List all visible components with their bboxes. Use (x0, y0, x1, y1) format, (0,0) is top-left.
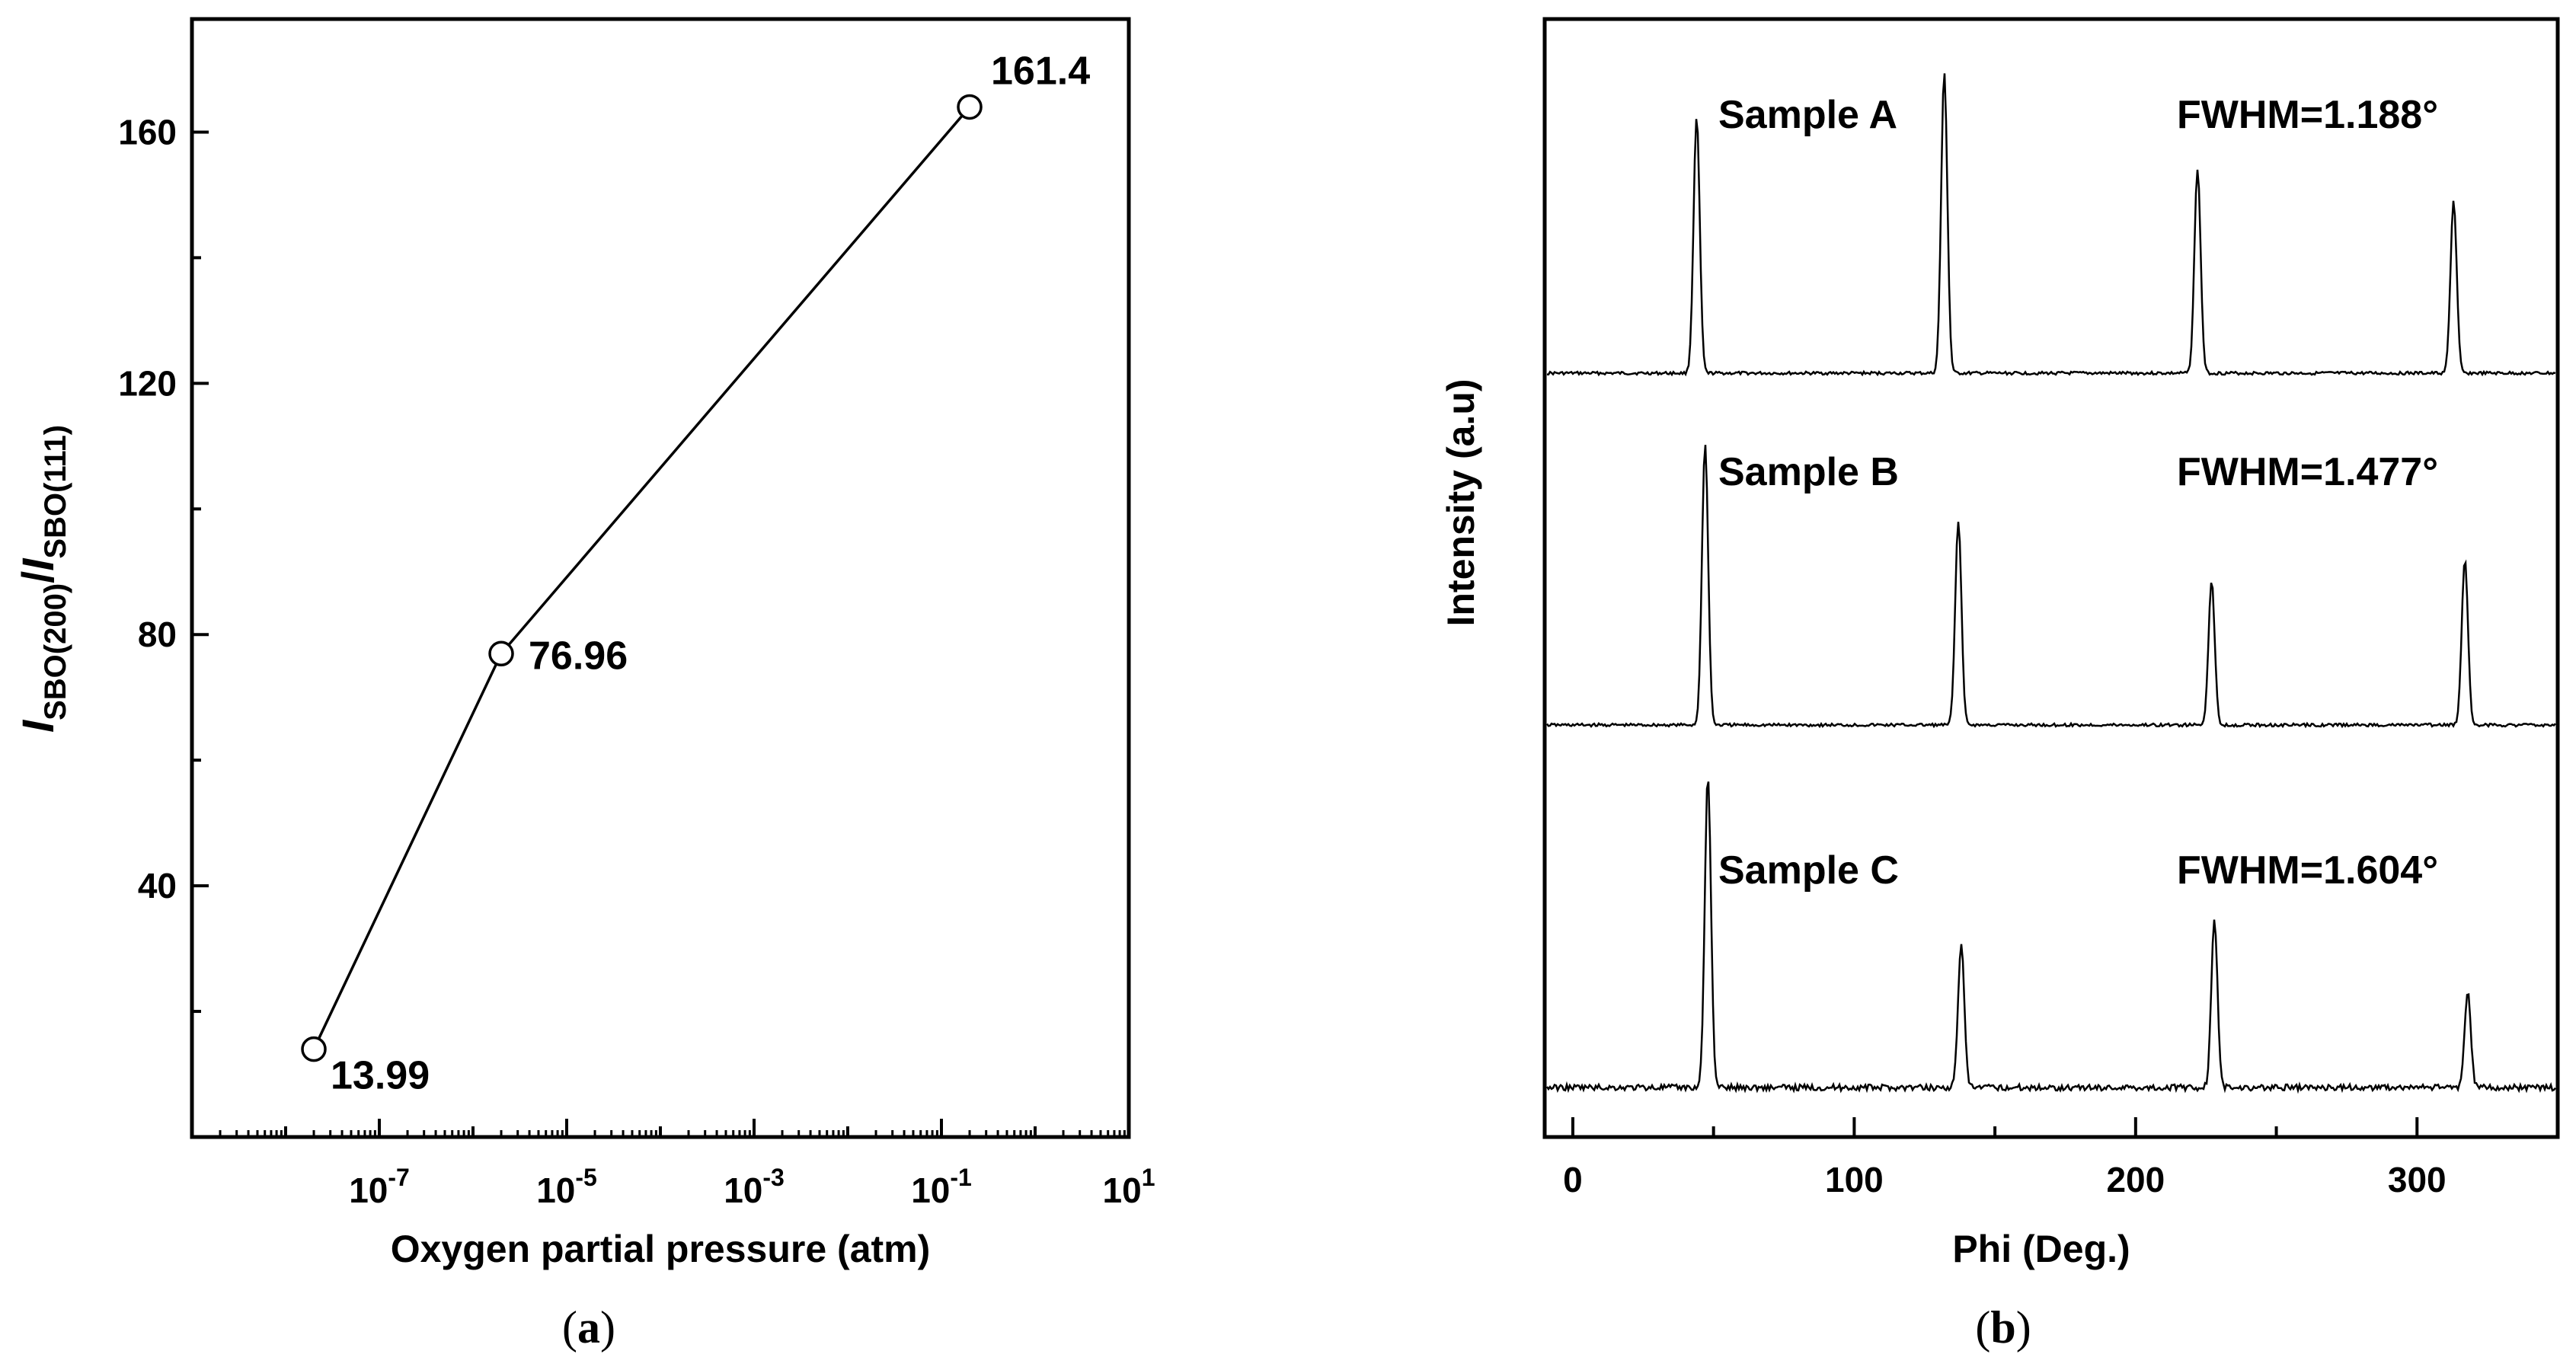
panel-b-data: Sample A FWHM=1.188° Sample B FWHM=1.477° Sa… (1545, 73, 2556, 1094)
panel-b-plot-frame (1542, 17, 2560, 1139)
y-tick-label: 120 (118, 363, 177, 403)
data-label: 13.99 (331, 1054, 430, 1098)
y-tick-label: 160 (118, 112, 177, 152)
panel-a-y-axis: 40 80 120 160 (118, 112, 209, 1014)
series-line-3 (1545, 781, 2556, 1094)
y-tick-label: 40 (138, 866, 177, 905)
data-point (301, 1036, 327, 1062)
series-line-1 (1546, 73, 2556, 377)
fwhm-label: FWHM=1.604° (2177, 848, 2438, 893)
x-tick-label: 200 (2106, 1160, 2165, 1199)
panel-b-y-axis-label: Intensity (a.u) (1440, 378, 1482, 626)
panel-a-caption: (a) (562, 1302, 615, 1353)
series-line-2 (1545, 445, 2556, 729)
data-label: 161.4 (991, 49, 1090, 93)
data-line (312, 106, 971, 1050)
x-tick-label: 10-3 (724, 1164, 785, 1210)
panel-b-x-axis-label: Phi (Deg.) (1952, 1228, 2130, 1270)
panel-b-caption: (b) (1975, 1302, 2031, 1353)
panel-b-x-axis: 0 100 200 300 (1563, 1117, 2559, 1199)
x-tick-label: 10-1 (911, 1164, 972, 1210)
fwhm-label: FWHM=1.477° (2177, 450, 2438, 494)
series-name-label: Sample C (1718, 848, 1899, 893)
series-name-label: Sample A (1718, 93, 1897, 137)
fwhm-label: FWHM=1.188° (2177, 93, 2438, 137)
x-tick-label: 0 (1563, 1160, 1583, 1199)
panel-b-chart: 0 100 200 300 Sample A FWHM=1.188° Sample B FW… (1440, 17, 2560, 1353)
series-name-label: Sample B (1718, 450, 1899, 494)
x-tick-label: 300 (2388, 1160, 2447, 1199)
data-point (957, 94, 983, 120)
x-tick-label: 101 (1103, 1164, 1155, 1210)
panel-a-plot-frame (190, 17, 1131, 1139)
x-tick-label: 10-7 (349, 1164, 410, 1210)
panel-a-data: 13.99 76.96 161.4 (301, 49, 1090, 1098)
panel-a-x-axis-label: Oxygen partial pressure (atm) (391, 1228, 931, 1270)
x-tick-label: 10-5 (536, 1164, 597, 1210)
y-tick-label: 80 (138, 615, 177, 654)
panel-a-y-axis-label: ISBO(200)/ISBO(111) (14, 425, 72, 733)
data-point (488, 640, 514, 667)
data-label: 76.96 (529, 634, 628, 678)
panel-a-x-axis: 10-7 10-5 10-3 10-1 101 (190, 1119, 1155, 1210)
x-tick-label: 100 (1825, 1160, 1884, 1199)
panel-a-chart: 40 80 120 160 10-7 10-5 10-3 10-1 101 13.99 76.9… (14, 17, 1155, 1353)
